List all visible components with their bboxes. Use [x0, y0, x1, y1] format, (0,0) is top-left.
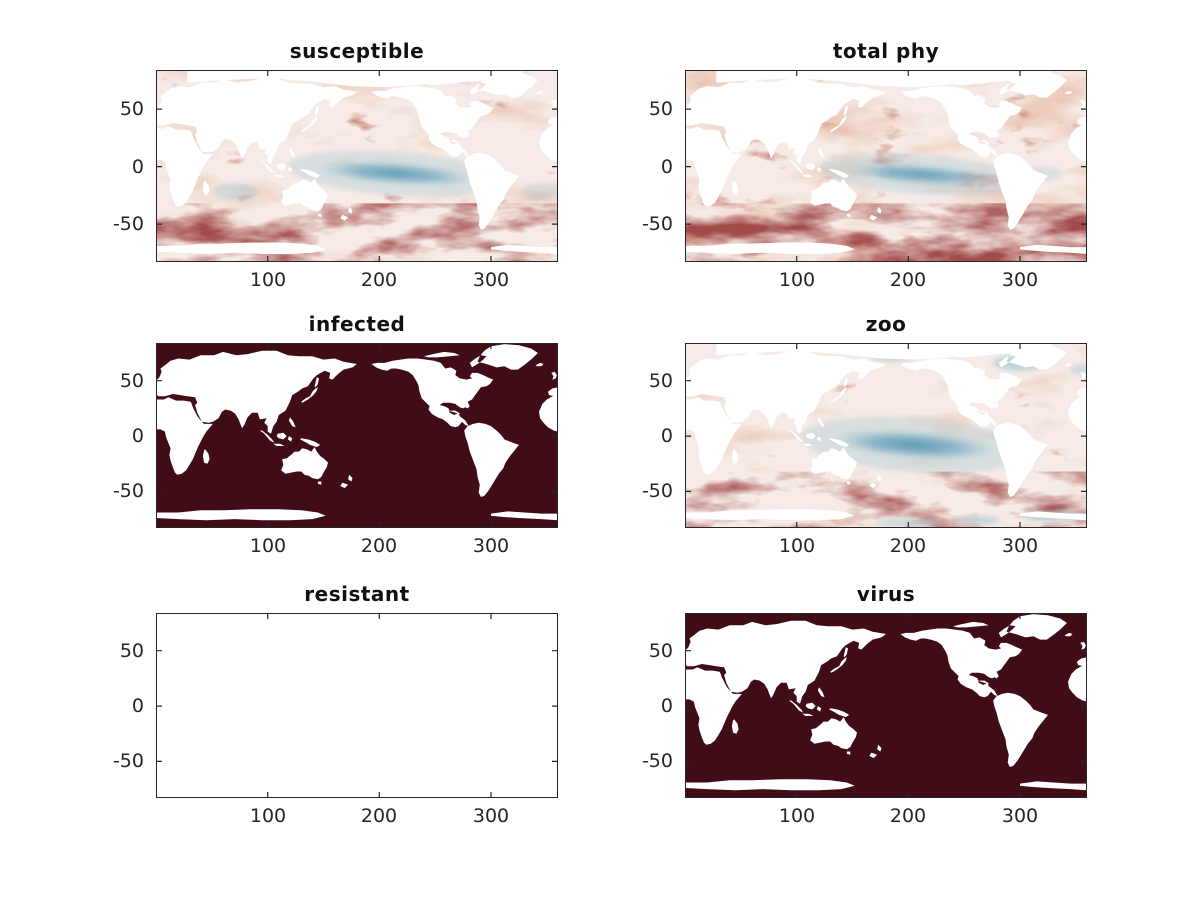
tick-marks [156, 343, 558, 528]
map-zoo [685, 343, 1087, 528]
panel-total-phy [685, 70, 1087, 262]
y-tick-label: 0 [131, 695, 144, 717]
tick-marks [685, 70, 1087, 262]
map-susceptible [156, 70, 558, 262]
axes-box [685, 70, 1087, 262]
panel-title-resistant: resistant [304, 582, 410, 606]
y-tick-label: -50 [112, 480, 144, 502]
map-total-phy [685, 70, 1087, 262]
map-virus [685, 613, 1087, 798]
tick-marks [685, 343, 1087, 528]
y-tick-label: 50 [119, 98, 144, 120]
x-tick-label: 200 [360, 269, 398, 291]
panel-title-total-phy: total phy [832, 39, 940, 63]
x-tick-label: 100 [778, 269, 816, 291]
y-tick-label: 50 [119, 640, 144, 662]
x-tick-label: 100 [249, 535, 287, 557]
panel-zoo [685, 343, 1087, 528]
tick-marks [156, 613, 558, 798]
land-mask [685, 71, 1087, 254]
y-tick-label: -50 [641, 750, 673, 772]
x-tick-label: 100 [778, 805, 816, 827]
y-tick-label: 50 [648, 370, 673, 392]
y-tick-label: 0 [131, 156, 144, 178]
map-infected [156, 343, 558, 528]
x-tick-label: 300 [1001, 535, 1039, 557]
map-resistant [156, 613, 558, 798]
x-tick-label: 100 [249, 805, 287, 827]
x-tick-label: 100 [249, 269, 287, 291]
x-tick-label: 200 [360, 805, 398, 827]
y-tick-label: -50 [641, 213, 673, 235]
axes-box [156, 70, 558, 262]
land-mask [685, 614, 1087, 791]
axes-box [156, 343, 558, 528]
y-tick-label: 0 [131, 425, 144, 447]
y-tick-label: -50 [112, 750, 144, 772]
y-tick-label: 50 [119, 370, 144, 392]
panel-title-susceptible: susceptible [289, 39, 425, 63]
panel-infected [156, 343, 558, 528]
x-tick-label: 200 [889, 805, 927, 827]
panel-title-zoo: zoo [865, 312, 907, 336]
tick-marks [685, 613, 1087, 798]
axes-box [685, 613, 1087, 798]
y-tick-label: -50 [112, 213, 144, 235]
x-tick-label: 300 [1001, 269, 1039, 291]
y-tick-label: 50 [648, 640, 673, 662]
x-tick-label: 300 [472, 535, 510, 557]
x-tick-label: 300 [1001, 805, 1039, 827]
tick-marks [156, 70, 558, 262]
land-mask [685, 344, 1087, 521]
panel-virus [685, 613, 1087, 798]
land-mask [156, 71, 558, 254]
panel-title-virus: virus [856, 582, 916, 606]
panel-title-infected: infected [308, 312, 406, 336]
y-tick-label: 0 [660, 695, 673, 717]
axes-box [685, 343, 1087, 528]
x-tick-label: 200 [889, 269, 927, 291]
y-tick-label: -50 [641, 480, 673, 502]
y-tick-label: 0 [660, 156, 673, 178]
panel-susceptible [156, 70, 558, 262]
x-tick-label: 200 [360, 535, 398, 557]
x-tick-label: 300 [472, 269, 510, 291]
land-mask [156, 344, 558, 521]
y-tick-label: 50 [648, 98, 673, 120]
panel-resistant [156, 613, 558, 798]
x-tick-label: 100 [778, 535, 816, 557]
x-tick-label: 200 [889, 535, 927, 557]
y-tick-label: 0 [660, 425, 673, 447]
axes-box [156, 613, 558, 798]
x-tick-label: 300 [472, 805, 510, 827]
